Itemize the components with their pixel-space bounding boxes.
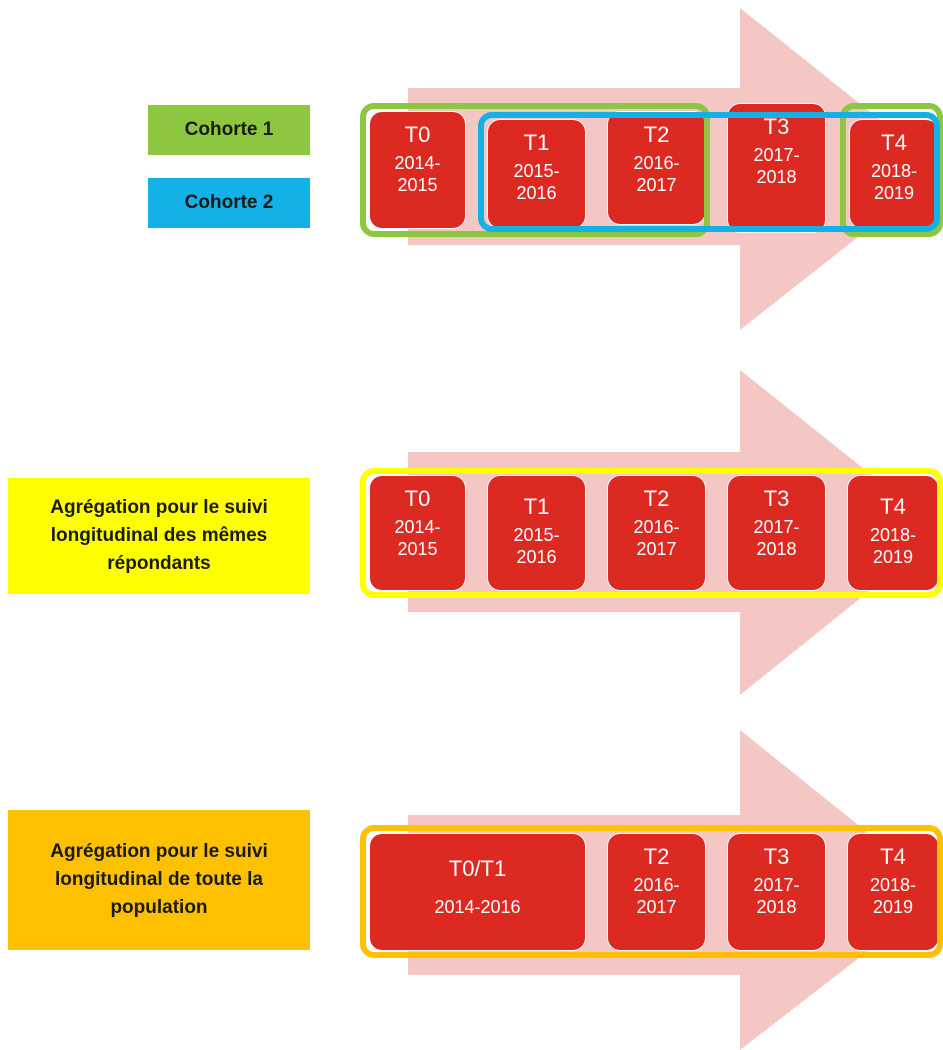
period-years: 2015-2016 (513, 161, 560, 203)
period-years: 2015-2016 (513, 525, 560, 567)
aggregation-outline (360, 468, 943, 598)
period-years: 2016-2017 (633, 875, 680, 917)
period-box: T2 2016-2017 (608, 476, 705, 590)
period-box: T4 2018-2019 (848, 476, 938, 590)
period-code: T1 (523, 130, 550, 155)
period-code: T3 (763, 844, 790, 869)
cohort-outline (478, 112, 940, 232)
period-box: T2 2016-2017 (608, 112, 705, 224)
cohort-outline (360, 103, 710, 237)
period-box: T0/T1 2014-2016 (370, 834, 585, 950)
period-years: 2017-2018 (753, 145, 800, 187)
cohort-label: Cohorte 2 (148, 178, 310, 228)
period-box: T3 2017-2018 (728, 834, 825, 950)
period-box: T3 2017-2018 (728, 104, 825, 232)
period-box: T1 2015-2016 (488, 476, 585, 590)
period-box: T4 2018-2019 (850, 120, 938, 228)
period-code: T0/T1 (448, 856, 507, 881)
period-years: 2014-2016 (434, 897, 521, 917)
period-code: T4 (881, 130, 907, 155)
period-box: T3 2017-2018 (728, 476, 825, 590)
period-code: T2 (643, 844, 670, 869)
period-box: T0 2014-2015 (370, 112, 465, 228)
period-code: T1 (523, 494, 550, 519)
period-box: T1 2015-2016 (488, 120, 585, 228)
period-code: T4 (880, 494, 906, 519)
period-code: T3 (763, 114, 790, 139)
period-years: 2017-2018 (753, 517, 800, 559)
period-box: T2 2016-2017 (608, 834, 705, 950)
period-code: T4 (880, 844, 906, 869)
aggregation-label: Agrégation pour le suivi longitudinal de… (8, 478, 310, 594)
period-code: T2 (643, 486, 670, 511)
period-years: 2018-2019 (869, 875, 917, 917)
period-years: 2016-2017 (633, 153, 680, 195)
period-years: 2017-2018 (753, 875, 800, 917)
period-code: T0 (404, 122, 431, 147)
period-years: 2018-2019 (870, 161, 918, 203)
cohort-label: Cohorte 1 (148, 105, 310, 155)
period-years: 2016-2017 (633, 517, 680, 559)
period-box: T4 2018-2019 (848, 834, 938, 950)
period-years: 2014-2015 (394, 153, 441, 195)
period-years: 2014-2015 (394, 517, 441, 559)
period-code: T2 (643, 122, 670, 147)
aggregation-outline (360, 825, 943, 958)
period-years: 2018-2019 (869, 525, 917, 567)
aggregation-label: Agrégation pour le suivi longitudinal de… (8, 810, 310, 950)
period-code: T0 (404, 486, 431, 511)
period-box: T0 2014-2015 (370, 476, 465, 590)
period-code: T3 (763, 486, 790, 511)
cohort-outline (840, 103, 943, 237)
